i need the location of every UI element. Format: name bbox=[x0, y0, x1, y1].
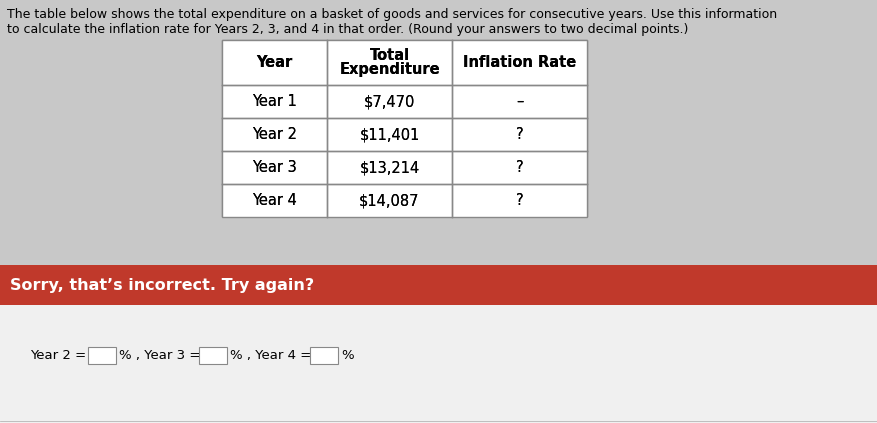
Text: $13,214: $13,214 bbox=[359, 160, 419, 175]
Text: Year 2: Year 2 bbox=[252, 127, 296, 142]
Text: Year 1: Year 1 bbox=[252, 94, 296, 109]
Text: Year 2 =: Year 2 = bbox=[30, 349, 86, 362]
Text: Year 4: Year 4 bbox=[252, 193, 296, 208]
Text: $14,087: $14,087 bbox=[359, 193, 419, 208]
Text: ?: ? bbox=[515, 160, 523, 175]
Text: Total: Total bbox=[369, 48, 409, 63]
Text: Sorry, that’s incorrect. Try again?: Sorry, that’s incorrect. Try again? bbox=[10, 277, 314, 292]
Bar bbox=[0, 305, 877, 423]
Text: ?: ? bbox=[515, 193, 523, 208]
Text: Year 3: Year 3 bbox=[252, 160, 296, 175]
Text: Inflation Rate: Inflation Rate bbox=[462, 55, 575, 70]
Text: ?: ? bbox=[515, 160, 523, 175]
Text: $14,087: $14,087 bbox=[359, 193, 419, 208]
Text: Year 4: Year 4 bbox=[252, 193, 296, 208]
Bar bbox=[88, 346, 116, 363]
Text: Expenditure: Expenditure bbox=[339, 62, 439, 77]
Text: %: % bbox=[340, 349, 353, 362]
Text: % , Year 3 =: % , Year 3 = bbox=[119, 349, 200, 362]
Bar bbox=[222, 40, 587, 217]
Text: Expenditure: Expenditure bbox=[339, 62, 439, 77]
Text: $7,470: $7,470 bbox=[363, 94, 415, 109]
Text: ?: ? bbox=[515, 127, 523, 142]
Bar bbox=[0, 265, 877, 305]
Text: Inflation Rate: Inflation Rate bbox=[462, 55, 575, 70]
Bar bbox=[310, 346, 338, 363]
Text: –: – bbox=[515, 94, 523, 109]
Text: The table below shows the total expenditure on a basket of goods and services fo: The table below shows the total expendit… bbox=[7, 8, 776, 21]
Bar bbox=[0, 217, 877, 265]
Text: Year: Year bbox=[256, 55, 292, 70]
Text: $11,401: $11,401 bbox=[359, 127, 419, 142]
Bar bbox=[199, 346, 227, 363]
Text: $13,214: $13,214 bbox=[359, 160, 419, 175]
Text: Year: Year bbox=[256, 55, 292, 70]
Bar bbox=[222, 40, 587, 217]
Text: Year 3: Year 3 bbox=[252, 160, 296, 175]
Text: Year 1: Year 1 bbox=[252, 94, 296, 109]
Text: $7,470: $7,470 bbox=[363, 94, 415, 109]
Text: to calculate the inflation rate for Years 2, 3, and 4 in that order. (Round your: to calculate the inflation rate for Year… bbox=[7, 23, 688, 36]
Text: $11,401: $11,401 bbox=[359, 127, 419, 142]
Text: % , Year 4 =: % , Year 4 = bbox=[230, 349, 310, 362]
Text: Year 2: Year 2 bbox=[252, 127, 296, 142]
Text: ?: ? bbox=[515, 193, 523, 208]
Text: –: – bbox=[515, 94, 523, 109]
Text: Total: Total bbox=[369, 48, 409, 63]
Text: ?: ? bbox=[515, 127, 523, 142]
